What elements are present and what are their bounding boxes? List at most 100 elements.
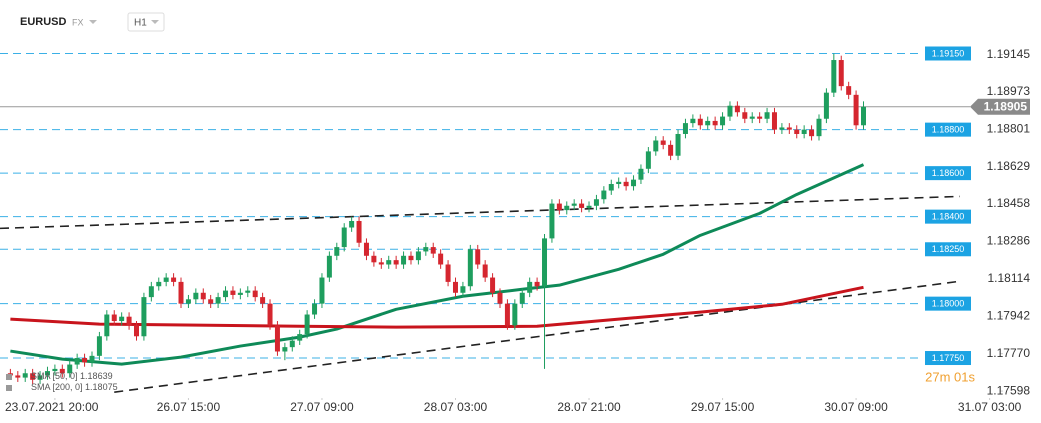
symbol[interactable]: EURUSD: [20, 16, 67, 28]
candle-body: [267, 303, 273, 326]
candle-body: [712, 120, 718, 126]
candle-body: [37, 375, 43, 380]
level-label-box: [925, 296, 971, 311]
level-label: 1.18400: [932, 212, 965, 222]
x-tick-label: 23.07.2021 20:00: [5, 400, 99, 414]
candle-body: [608, 184, 614, 191]
market: FX: [72, 17, 84, 27]
candle-body: [89, 355, 95, 363]
candle-body: [82, 358, 88, 363]
candle-body: [334, 247, 340, 256]
legend-name: SMA [200, 0]: [31, 382, 83, 392]
candle-body: [111, 314, 117, 322]
candle-body: [861, 106, 867, 126]
candle-body: [705, 120, 711, 126]
x-tick-label: 29.07 15:00: [691, 400, 755, 414]
candle-body: [682, 123, 688, 134]
candle-body: [156, 281, 162, 287]
legend-icon: [6, 385, 12, 391]
candle-body: [512, 303, 518, 326]
candle-body: [104, 314, 110, 337]
candle-body: [282, 347, 288, 352]
candle-body: [846, 86, 852, 95]
trend-line: [114, 280, 961, 393]
x-tick-label: 28.07 03:00: [424, 400, 488, 414]
candle-body: [297, 334, 303, 341]
candle-body: [163, 277, 169, 282]
candle-body: [133, 325, 139, 337]
candle-body: [260, 297, 266, 304]
candle-body: [742, 112, 748, 119]
legend-value: 1.18639: [80, 371, 113, 381]
candle-body: [831, 60, 837, 93]
level-label: 1.18600: [932, 168, 965, 178]
legend-entry: SMA [50, 0] 1.18639: [31, 371, 113, 381]
candle-body: [653, 140, 659, 152]
level-label-box: [925, 242, 971, 257]
level-label: 1.18000: [932, 299, 965, 309]
candle-body: [593, 199, 599, 206]
legend-name: SMA [50, 0]: [31, 371, 78, 381]
interval-box[interactable]: [127, 12, 165, 32]
candle-body: [274, 325, 280, 352]
candle-body: [52, 368, 58, 372]
candle-body: [616, 181, 622, 185]
candle-body: [245, 290, 251, 293]
candle-body: [482, 264, 488, 278]
legend-icon: [6, 374, 12, 380]
candle-body: [356, 220, 362, 243]
candle-body: [809, 129, 815, 137]
candle-body: [786, 127, 792, 130]
candle-body: [230, 290, 236, 295]
y-tick-label: 1.18629: [987, 159, 1031, 173]
candle-body: [638, 168, 644, 180]
candle-body: [30, 373, 36, 380]
candle-body: [586, 205, 592, 208]
candle-body: [96, 336, 102, 356]
candle-body: [148, 286, 154, 298]
y-tick-label: 1.18801: [987, 122, 1031, 136]
dropdown-arrow[interactable]: [151, 20, 159, 24]
candle-body: [631, 179, 637, 187]
candle-body: [371, 255, 377, 263]
candle-body: [208, 299, 214, 304]
level-label-box: [925, 122, 971, 137]
legend-entry: SMA [200, 0] 1.18075: [31, 382, 118, 392]
candle-body: [690, 118, 696, 124]
candle-body: [720, 116, 726, 126]
candle-body: [549, 203, 555, 239]
candle-body: [645, 151, 651, 169]
candle-body: [697, 118, 703, 126]
candle-body: [475, 249, 481, 265]
candle-body: [304, 314, 310, 335]
candle-body: [794, 129, 800, 134]
y-tick-label: 1.18286: [987, 234, 1031, 248]
y-tick-label: 1.18458: [987, 196, 1031, 210]
candle-body: [534, 281, 540, 287]
y-tick-label: 1.18114: [988, 271, 1031, 285]
y-tick-label: 1.19145: [987, 47, 1031, 61]
dropdown-arrow[interactable]: [89, 20, 97, 24]
sma-line: [10, 285, 864, 329]
candle-body: [237, 292, 243, 295]
candle-body: [579, 203, 585, 208]
x-tick-label: 30.07 09:00: [824, 400, 888, 414]
candle-body: [497, 292, 503, 304]
candle-body: [341, 227, 347, 248]
candle-body: [185, 299, 191, 304]
candle-body: [141, 297, 147, 337]
candle-body: [452, 281, 458, 293]
candle-body: [757, 116, 763, 119]
candle-body: [408, 255, 414, 261]
candle-body: [519, 292, 525, 304]
candle-body: [467, 249, 473, 287]
candle-body: [67, 364, 73, 374]
candle-body: [779, 127, 785, 130]
interval[interactable]: H1: [134, 18, 147, 29]
candle-body: [727, 105, 733, 117]
trend-line: [0, 195, 960, 230]
level-label: 1.19150: [932, 48, 965, 58]
level-label: 1.17750: [932, 353, 965, 363]
